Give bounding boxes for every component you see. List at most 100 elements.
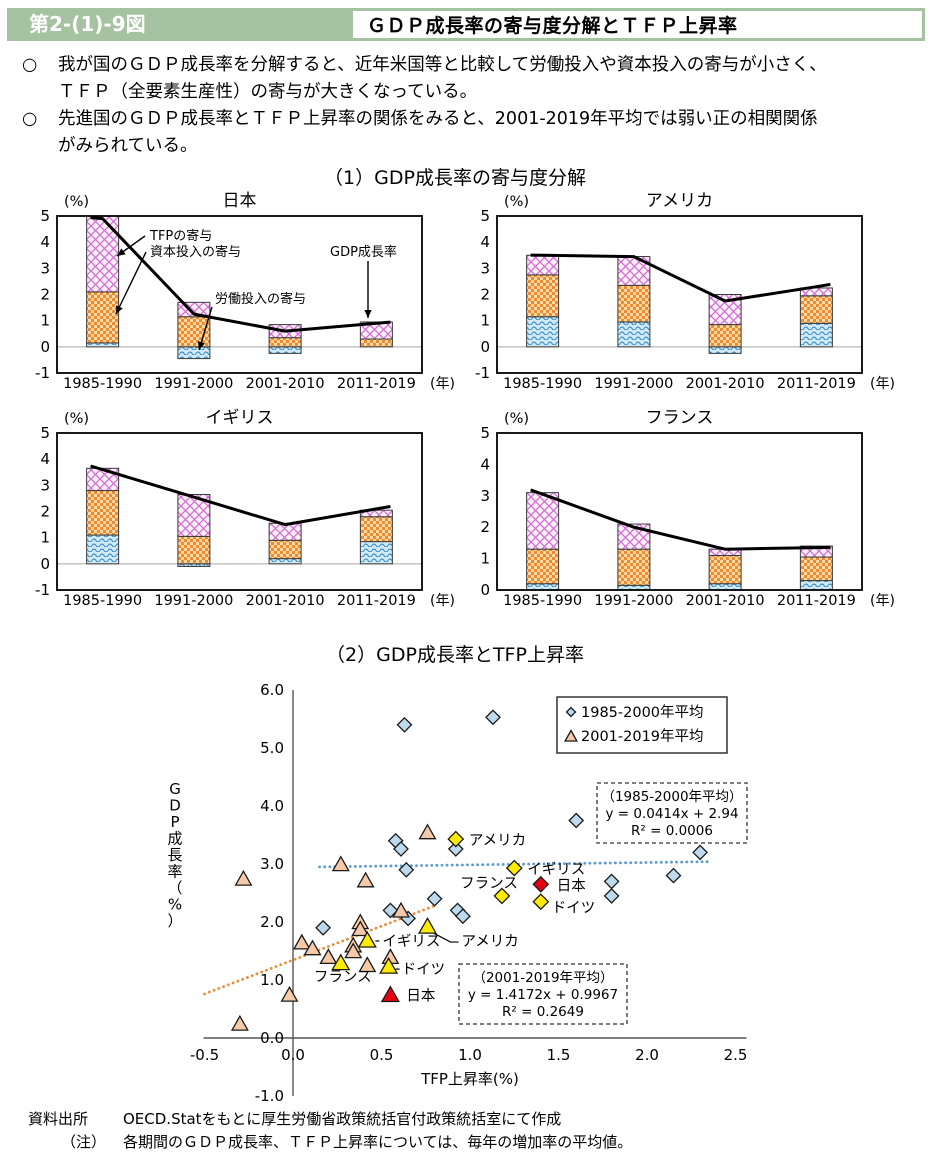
bar-segment-capital <box>526 548 560 585</box>
bar-chart-japan: 5 4 3 2 1 0 -1 1985-1990 1991-2000 2001-2010 2011-… <box>35 191 455 392</box>
y-axis-title-char: ） <box>167 912 182 930</box>
y-tick-label: 4.0 <box>260 797 284 815</box>
scatter-point <box>351 920 370 937</box>
x-tick-label: 1991-2000 <box>594 376 673 392</box>
y-tick-label: 5 <box>40 207 50 225</box>
y-tick-label: 2.0 <box>260 913 284 931</box>
bar-segment-labor <box>617 321 651 348</box>
legend-label: 1985-2000年平均 <box>581 704 704 721</box>
country-label: イギリス <box>527 861 585 878</box>
scatter-point <box>603 873 620 890</box>
summary-bullets: ○ 我が国のＧＤＰ成長率を分解すると、近年米国等と比較して労働投入や資本投入の寄… <box>22 52 920 160</box>
y-tick-label: 2 <box>40 503 50 521</box>
scatter-point <box>391 901 411 918</box>
note-label: （注） <box>60 1133 106 1151</box>
source-notes: 資料出所 OECD.Statをもとに厚生労働省政策統括官付政策統括室にて作成 （… <box>28 1108 632 1154</box>
bar-segment-labor <box>86 342 120 348</box>
annotation-arrowhead <box>364 310 372 318</box>
country-point <box>357 930 377 948</box>
y-tick-label: 5.0 <box>260 739 284 757</box>
bar-segment-capital <box>617 548 651 586</box>
country-label: イギリス <box>382 933 440 950</box>
scatter-point <box>331 855 350 872</box>
y-tick-label: 2 <box>480 286 490 304</box>
x-tick-label: 2011-2019 <box>777 376 856 392</box>
x-tick-label: 1985-1990 <box>63 593 142 609</box>
country-point <box>379 956 399 974</box>
gdp-growth-line <box>90 464 391 527</box>
annotation-arrow <box>115 251 147 315</box>
y-tick-label: 5 <box>480 207 490 225</box>
year-unit-label: (年) <box>870 376 895 392</box>
scatter-point <box>568 812 585 829</box>
scatter-point <box>454 908 471 925</box>
year-unit-label: (年) <box>430 593 455 609</box>
country-label: アメリカ <box>469 833 526 849</box>
x-tick-label: 1985-1990 <box>63 376 142 392</box>
annotation-arrowhead <box>116 305 123 314</box>
x-tick-label: 1991-2000 <box>594 593 673 609</box>
bar-segment-capital <box>799 556 833 582</box>
gdp-growth-line <box>90 216 391 333</box>
x-tick-label: 2001-2010 <box>686 593 765 609</box>
percent-unit-label: (%) <box>504 194 529 210</box>
bar-segment-labor <box>526 316 560 348</box>
bar-segment-tfp <box>526 492 560 550</box>
bar-segment-labor <box>86 534 120 565</box>
equation-text: R² = 0.2649 <box>502 1004 584 1020</box>
y-tick-label: 4 <box>480 233 490 251</box>
bullet-2-line-2: がみられている。 <box>58 136 198 156</box>
source-text: OECD.Statをもとに厚生労働省政策統括官付政策統括室にて作成 <box>123 1110 562 1128</box>
bar-segment-labor <box>526 583 560 591</box>
bar-segment-capital <box>86 291 120 344</box>
section2-title: （2）GDP成長率とTFP上昇率 <box>326 644 584 666</box>
percent-unit-label: (%) <box>64 411 89 427</box>
annotation-arrowhead <box>117 248 126 256</box>
bar-segment-capital <box>86 490 120 536</box>
y-axis-title-char: G <box>169 780 181 798</box>
y-axis-title-char: 率 <box>167 863 182 881</box>
bar-segment-labor <box>708 346 742 354</box>
y-tick-label: 6.0 <box>260 681 284 699</box>
scatter-point <box>665 867 682 884</box>
x-tick-label: 1985-1990 <box>503 593 582 609</box>
scatter-point <box>426 890 443 907</box>
x-axis-title: TFP上昇率(%) <box>420 1070 519 1088</box>
source-row: 資料出所 OECD.Statをもとに厚生労働省政策統括官付政策統括室にて作成 <box>28 1108 632 1131</box>
y-axis-title-char: D <box>169 797 181 815</box>
percent-unit-label: (%) <box>64 194 89 210</box>
y-tick-label: 3 <box>480 487 490 505</box>
y-tick-label: 2 <box>480 518 490 536</box>
bar-segment-capital <box>268 539 302 560</box>
bar-segment-labor <box>799 580 833 591</box>
y-tick-label: 1 <box>480 550 490 568</box>
y-tick-label: 1 <box>40 529 50 547</box>
equation-text: （2001-2019年平均） <box>472 970 613 986</box>
y-tick-label: 3 <box>40 476 50 494</box>
plot-border <box>496 215 863 374</box>
bullet-1-line-2: ＴＦＰ（全要素生産性）の寄与が大きくなっている。 <box>58 82 478 102</box>
bar-segment-tfp <box>526 254 560 276</box>
y-tick-label: 3 <box>40 259 50 277</box>
country-label: フランス <box>314 970 372 986</box>
figure-title: ＧＤＰ成長率の寄与度分解とＴＦＰ上昇率 <box>367 15 738 37</box>
chart-title: アメリカ <box>646 191 713 211</box>
y-tick-label: 0.0 <box>260 1029 284 1047</box>
x-tick-label: 1991-2000 <box>154 593 233 609</box>
country-point <box>505 859 523 877</box>
y-tick-label: -1 <box>475 364 490 382</box>
source-label: 資料出所 <box>28 1110 89 1128</box>
country-point <box>532 875 550 893</box>
gdp-growth-line <box>530 488 831 551</box>
series-annotation: 資本投入の寄与 <box>150 244 241 260</box>
x-tick-label: 1.0 <box>458 1046 482 1064</box>
chart-title: フランス <box>646 408 714 428</box>
bullet-1-line-1: 我が国のＧＤＰ成長率を分解すると、近年米国等と比較して労働投入や資本投入の寄与が… <box>58 55 827 75</box>
summary-bullet-2: ○ 先進国のＧＤＰ成長率とＴＦＰ上昇率の関係をみると、2001-2019年平均で… <box>22 106 920 160</box>
gdp-growth-line <box>530 253 831 303</box>
year-unit-label: (年) <box>430 376 455 392</box>
x-tick-label: 2011-2019 <box>777 593 856 609</box>
country-label: アメリカ <box>462 934 519 950</box>
y-axis-title-char: P <box>170 813 179 831</box>
series-annotation: 労働投入の寄与 <box>215 291 306 307</box>
